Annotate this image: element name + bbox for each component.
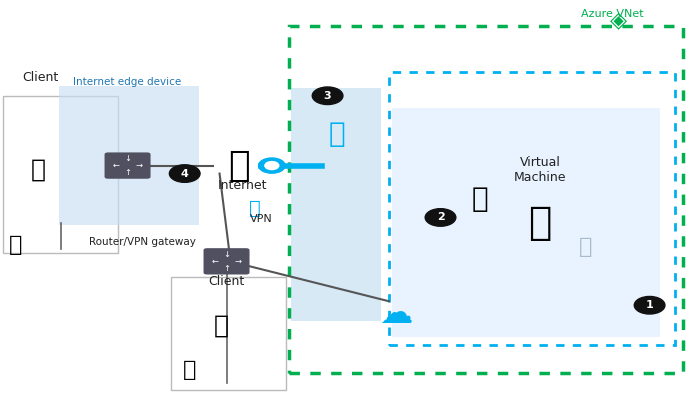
- Text: Azure VNet: Azure VNet: [581, 9, 643, 19]
- Text: 💻: 💻: [214, 313, 229, 337]
- FancyBboxPatch shape: [204, 248, 250, 275]
- Bar: [171, 277, 286, 390]
- Circle shape: [169, 165, 200, 182]
- Text: 🖥: 🖥: [528, 204, 552, 243]
- Bar: [289, 26, 683, 373]
- Text: →: →: [136, 161, 143, 170]
- Bar: [389, 72, 675, 345]
- Text: ↓: ↓: [223, 250, 230, 259]
- Text: 🔗: 🔗: [249, 199, 260, 218]
- Text: Virtual
Machine: Virtual Machine: [514, 156, 567, 184]
- Text: ↑: ↑: [124, 168, 131, 177]
- Text: 💻: 💻: [31, 158, 46, 182]
- Text: VPN: VPN: [250, 214, 273, 225]
- Text: 3: 3: [324, 91, 331, 101]
- Text: 4: 4: [181, 168, 189, 179]
- Text: ◈: ◈: [611, 10, 627, 30]
- Text: Internet: Internet: [217, 179, 268, 192]
- Circle shape: [259, 158, 285, 173]
- Text: 🏢: 🏢: [183, 360, 197, 380]
- Text: 🏢: 🏢: [8, 235, 22, 255]
- Text: ↑: ↑: [223, 264, 230, 273]
- Bar: [59, 86, 199, 225]
- Text: Client: Client: [22, 71, 59, 84]
- Text: →: →: [235, 257, 242, 266]
- Bar: [291, 88, 381, 321]
- Text: ←: ←: [211, 257, 218, 266]
- Bar: [392, 108, 660, 337]
- Circle shape: [634, 296, 665, 314]
- Text: Client: Client: [208, 275, 245, 288]
- FancyBboxPatch shape: [105, 152, 151, 179]
- Text: 🖵: 🖵: [579, 237, 592, 257]
- Text: Router/VPN gateway: Router/VPN gateway: [89, 237, 197, 247]
- Circle shape: [312, 87, 343, 105]
- Text: Internet edge device: Internet edge device: [73, 77, 182, 87]
- Bar: [3, 96, 118, 253]
- Text: 🌐: 🌐: [228, 148, 250, 183]
- Text: 2: 2: [436, 212, 445, 223]
- Text: 🛡: 🛡: [328, 120, 345, 148]
- Circle shape: [265, 162, 279, 170]
- Text: 🧱: 🧱: [471, 186, 488, 213]
- Circle shape: [425, 209, 456, 226]
- Text: ☁: ☁: [379, 297, 413, 330]
- Text: 1: 1: [645, 300, 654, 310]
- Text: ↓: ↓: [124, 154, 131, 163]
- Text: ←: ←: [112, 161, 119, 170]
